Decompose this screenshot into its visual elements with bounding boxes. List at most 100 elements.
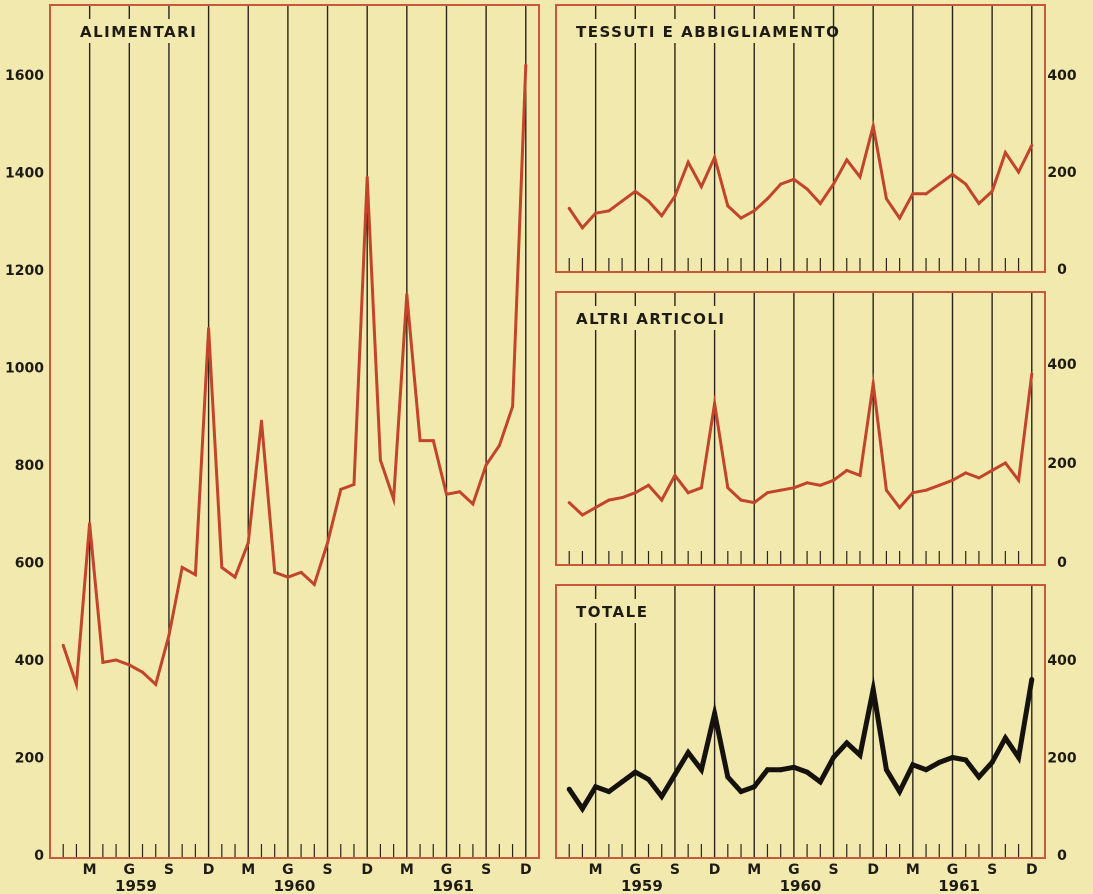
data-point <box>1016 755 1022 760</box>
month-label: M <box>83 862 97 878</box>
data-point <box>937 483 941 487</box>
panel-frame <box>555 4 1046 273</box>
data-point <box>607 209 611 213</box>
data-point <box>911 192 915 196</box>
data-point <box>844 740 850 746</box>
data-point <box>713 155 717 159</box>
year-label: 1960 <box>780 877 822 894</box>
panel-totale: TOTALE 0 200 400 <box>555 584 1077 864</box>
data-point <box>779 488 783 492</box>
data-point <box>259 419 263 423</box>
data-point <box>594 506 598 510</box>
data-point <box>594 211 598 215</box>
y-tick-label: 0 <box>34 848 44 864</box>
data-point <box>1003 461 1007 465</box>
month-label: M <box>589 862 603 878</box>
panel-tessuti-e-abbigliamento: TESSUTI E ABBIGLIAMENTO 0 200 400 <box>555 4 1077 278</box>
month-label: M <box>241 862 255 878</box>
data-point <box>405 292 409 296</box>
data-point <box>619 779 625 785</box>
y-tick-label: 200 <box>1047 165 1076 181</box>
data-point <box>365 175 369 179</box>
data-point <box>779 182 783 186</box>
data-point <box>339 487 343 491</box>
month-label: M <box>906 862 920 878</box>
month-label: G <box>441 862 453 878</box>
series-line <box>61 65 528 692</box>
data-point <box>858 175 862 179</box>
panel-title: ALIMENTARI <box>80 23 197 41</box>
y-tick-label: 200 <box>1047 751 1076 767</box>
data-point <box>154 682 158 686</box>
data-point <box>950 478 954 482</box>
title-background <box>74 19 194 43</box>
data-point <box>647 483 651 487</box>
data-point <box>752 501 756 505</box>
data-point <box>778 767 784 773</box>
data-point <box>817 779 823 785</box>
title-background <box>570 306 733 330</box>
data-point <box>738 789 744 795</box>
data-point <box>246 541 250 545</box>
panel-title: TOTALE <box>576 603 648 621</box>
data-point <box>418 439 422 443</box>
month-label: D <box>203 862 215 878</box>
month-label: D <box>361 862 373 878</box>
data-point <box>673 473 677 477</box>
data-point <box>937 182 941 186</box>
data-point <box>792 486 796 490</box>
data-point <box>88 522 92 525</box>
data-point <box>1029 677 1035 682</box>
data-point <box>273 570 277 574</box>
y-tick-label: 1400 <box>5 166 44 182</box>
data-point <box>458 490 462 494</box>
data-point <box>607 498 611 502</box>
data-point <box>884 488 888 492</box>
data-point <box>647 199 651 203</box>
data-point <box>352 483 356 486</box>
data-point <box>765 197 769 201</box>
series-line <box>568 372 1034 517</box>
data-point <box>444 492 448 496</box>
data-point <box>660 498 664 502</box>
data-point <box>378 458 382 462</box>
data-point <box>910 762 916 768</box>
data-point <box>207 327 211 330</box>
panel-alimentari: ALIMENTARI 0 200 400 600 800 1000 1200 1400 1600 <box>5 4 540 864</box>
month-label: S <box>828 862 838 878</box>
data-point <box>726 486 730 490</box>
data-point <box>898 506 902 510</box>
data-point <box>857 752 863 758</box>
data-point <box>141 670 145 674</box>
data-point <box>632 769 638 775</box>
data-point <box>567 501 571 505</box>
data-point <box>726 204 730 208</box>
year-label: 1961 <box>432 877 474 894</box>
data-point <box>620 496 624 500</box>
data-point <box>167 634 171 638</box>
data-point <box>579 806 585 812</box>
y-tick-label: 1200 <box>5 263 44 279</box>
month-label: D <box>520 862 532 878</box>
data-point <box>713 402 717 406</box>
data-point <box>845 468 849 472</box>
data-point <box>883 767 889 773</box>
data-point <box>924 488 928 492</box>
data-point <box>871 124 875 128</box>
month-label: M <box>747 862 761 878</box>
data-point <box>698 767 704 773</box>
data-point <box>193 573 197 577</box>
month-label: G <box>124 862 136 878</box>
data-point <box>220 565 224 569</box>
data-point <box>511 405 515 408</box>
data-point <box>567 206 571 210</box>
data-point <box>633 189 637 193</box>
panel-altri-articoli: ALTRI ARTICOLI 0 200 400 <box>555 291 1077 571</box>
y-tick-label: 1000 <box>5 361 44 377</box>
data-point <box>871 382 875 386</box>
data-point <box>804 769 810 775</box>
month-label: S <box>322 862 332 878</box>
data-point <box>791 764 797 770</box>
